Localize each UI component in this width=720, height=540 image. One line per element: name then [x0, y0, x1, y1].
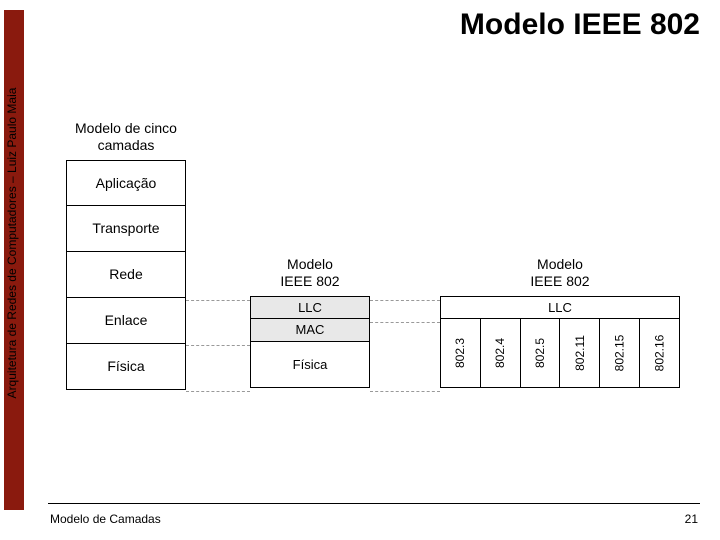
llc-full-box: LLC [440, 296, 680, 319]
std-box: 802.16 [640, 319, 680, 388]
std-label: 802.5 [533, 338, 547, 368]
footer-divider [48, 503, 700, 504]
slide-title: Modelo IEEE 802 [460, 8, 700, 42]
ieee802-model-right: Modelo IEEE 802 LLC 802.3 802.4 802.5 80… [440, 256, 680, 388]
std-box: 802.5 [521, 319, 561, 388]
col3-header: Modelo IEEE 802 [440, 256, 680, 290]
dash-line [370, 322, 440, 323]
mac-box: MAC [250, 319, 370, 342]
std-box: 802.15 [600, 319, 640, 388]
col2-header-line2: IEEE 802 [280, 273, 339, 289]
col1-header-line1: Modelo de cinco [75, 120, 177, 136]
col3-header-line2: IEEE 802 [530, 273, 589, 289]
col2-header-line1: Modelo [287, 256, 333, 272]
sidebar-text: Arquitetura de Redes de Computadores – L… [5, 0, 19, 493]
fisica-box: Física [250, 342, 370, 388]
layer-box: Rede [66, 252, 186, 298]
five-layer-model: Modelo de cinco camadas Aplicação Transp… [66, 120, 186, 390]
dash-line [370, 391, 440, 392]
std-label: 802.15 [613, 334, 627, 371]
llc-box: LLC [250, 296, 370, 319]
std-box: 802.4 [481, 319, 521, 388]
standards-row: 802.3 802.4 802.5 802.11 802.15 802.16 [440, 319, 680, 388]
col1-header: Modelo de cinco camadas [66, 120, 186, 154]
layer-box: Enlace [66, 298, 186, 344]
std-label: 802.16 [653, 334, 667, 371]
std-label: 802.3 [453, 338, 467, 368]
dash-line [186, 391, 250, 392]
col3-header-line1: Modelo [537, 256, 583, 272]
std-label: 802.11 [573, 335, 587, 371]
layer-box: Transporte [66, 206, 186, 252]
page-number: 21 [685, 512, 698, 526]
col2-header: Modelo IEEE 802 [250, 256, 370, 290]
diagram: Modelo de cinco camadas Aplicação Transp… [50, 120, 690, 480]
dash-line [186, 300, 250, 301]
std-box: 802.11 [560, 319, 600, 388]
std-box: 802.3 [440, 319, 481, 388]
footer-text: Modelo de Camadas [50, 512, 161, 526]
col1-header-line2: camadas [98, 137, 155, 153]
ieee802-model-left: Modelo IEEE 802 LLC MAC Física [250, 256, 370, 388]
layer-box: Física [66, 344, 186, 390]
dash-line [186, 345, 250, 346]
layer-box: Aplicação [66, 160, 186, 206]
std-label: 802.4 [493, 338, 507, 368]
dash-line [370, 300, 440, 301]
